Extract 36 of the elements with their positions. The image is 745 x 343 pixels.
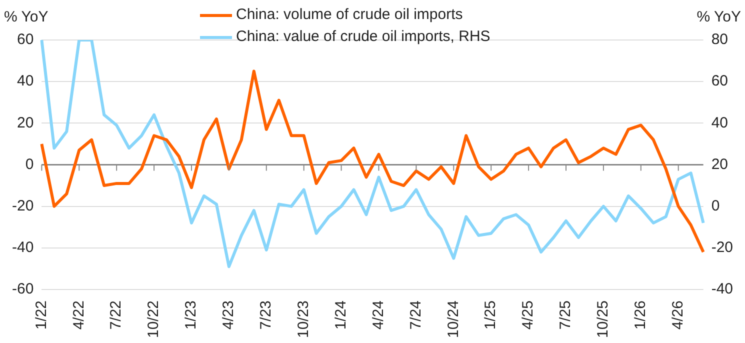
y-tick-label: 60 xyxy=(16,31,34,48)
y-tick-label: 40 xyxy=(16,72,34,90)
x-tick-label: 1/26 xyxy=(632,300,650,330)
y-tick-label: 0 xyxy=(25,156,34,173)
x-tick-label: 4/23 xyxy=(220,300,238,330)
x-tick-label: 4/24 xyxy=(370,300,387,330)
y-tick-label: -20 xyxy=(12,197,34,214)
legend-label: China: value of crude oil imports, RHS xyxy=(236,27,490,47)
x-tick-label: 10/25 xyxy=(594,300,612,338)
y2-tick-label: -20 xyxy=(711,239,734,256)
x-tick-label: 4/22 xyxy=(70,300,88,330)
y2-tick-label: 60 xyxy=(711,72,728,90)
x-tick-label: 4/25 xyxy=(520,300,537,330)
x-tick-label: 7/23 xyxy=(258,300,275,330)
y-tick-label: -60 xyxy=(12,280,34,298)
legend-label: China: volume of crude oil imports xyxy=(236,5,463,25)
x-tick-label: 4/26 xyxy=(669,300,686,330)
x-tick-label: 1/22 xyxy=(32,300,50,330)
y2-tick-label: -40 xyxy=(711,280,734,298)
y2-tick-label: 40 xyxy=(711,114,728,132)
y2-tick-label: 80 xyxy=(711,31,728,48)
y2-tick-label: 20 xyxy=(711,156,728,173)
x-tick-label: 1/24 xyxy=(332,300,350,330)
x-tick-label: 1/23 xyxy=(182,300,200,330)
y-tick-label: -40 xyxy=(12,239,34,256)
y-tick-label: 20 xyxy=(16,114,34,132)
x-tick-label: 10/22 xyxy=(145,300,162,338)
y2-axis-title: % YoY xyxy=(696,8,741,26)
x-tick-label: 7/24 xyxy=(407,300,424,330)
x-tick-label: 7/22 xyxy=(108,300,125,330)
y2-tick-label: 0 xyxy=(711,197,720,214)
x-tick-label: 1/25 xyxy=(482,300,500,330)
x-tick-label: 7/25 xyxy=(557,300,574,330)
x-tick-label: 10/23 xyxy=(294,300,312,338)
y-axis-title: % YoY xyxy=(4,8,48,26)
x-tick-label: 10/24 xyxy=(444,300,462,338)
